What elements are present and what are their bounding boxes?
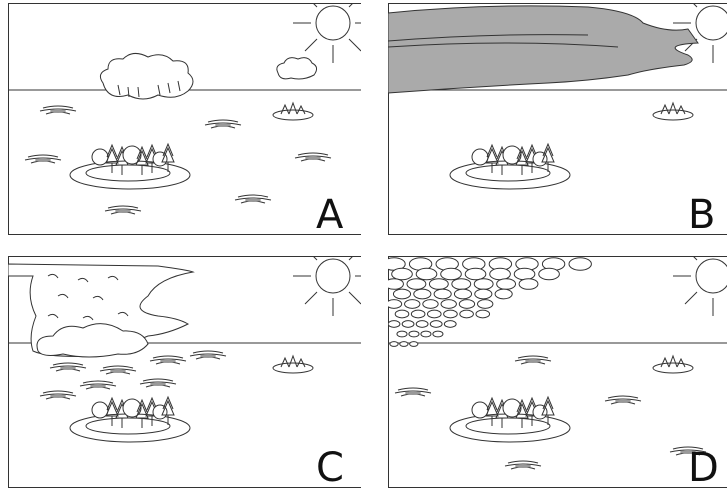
cobble <box>441 268 462 280</box>
cobble <box>397 331 407 337</box>
cobble <box>514 268 535 280</box>
panel-c: C <box>8 236 373 490</box>
cobble <box>444 321 456 328</box>
cobble <box>407 279 426 290</box>
cobble <box>519 279 538 290</box>
cobble <box>490 268 511 280</box>
cobble <box>423 300 438 309</box>
panel-b: B <box>388 0 727 238</box>
cobble <box>416 268 437 280</box>
cobble <box>475 289 492 299</box>
cobble <box>428 310 442 318</box>
cobble <box>411 310 425 318</box>
cobble <box>433 331 443 337</box>
panel-d: D <box>383 236 727 490</box>
cobble <box>460 310 474 318</box>
cobble <box>393 289 410 299</box>
cobble <box>400 342 408 347</box>
cobble <box>497 279 516 290</box>
panel-label: A <box>316 192 344 238</box>
panel-label: C <box>316 445 344 490</box>
cobble <box>434 289 451 299</box>
cobble <box>392 268 413 280</box>
cobble <box>441 300 456 309</box>
cobble <box>539 268 560 280</box>
panel-label: D <box>688 445 719 490</box>
cobble <box>388 321 400 328</box>
cobble <box>452 279 471 290</box>
cobble <box>409 331 419 337</box>
cobble <box>395 310 409 318</box>
cobble <box>385 279 404 290</box>
cobble <box>416 321 428 328</box>
cobble <box>410 342 418 347</box>
cobble <box>495 289 512 299</box>
cobble <box>474 279 493 290</box>
cobble <box>444 310 458 318</box>
cobble <box>459 300 474 309</box>
cobble <box>569 258 591 271</box>
cobble <box>414 289 431 299</box>
figure: A B C D <box>0 0 727 490</box>
cobble <box>390 342 398 347</box>
cobble <box>421 331 431 337</box>
cobble <box>402 321 414 328</box>
cobble <box>429 279 448 290</box>
cobble <box>430 321 442 328</box>
cobble <box>478 300 493 309</box>
panel-label: B <box>688 192 715 238</box>
cobble <box>454 289 471 299</box>
panel-a: A <box>8 0 373 238</box>
cobble <box>386 300 401 309</box>
cobble <box>465 268 486 280</box>
cobble <box>476 310 490 318</box>
cobble <box>405 300 420 309</box>
